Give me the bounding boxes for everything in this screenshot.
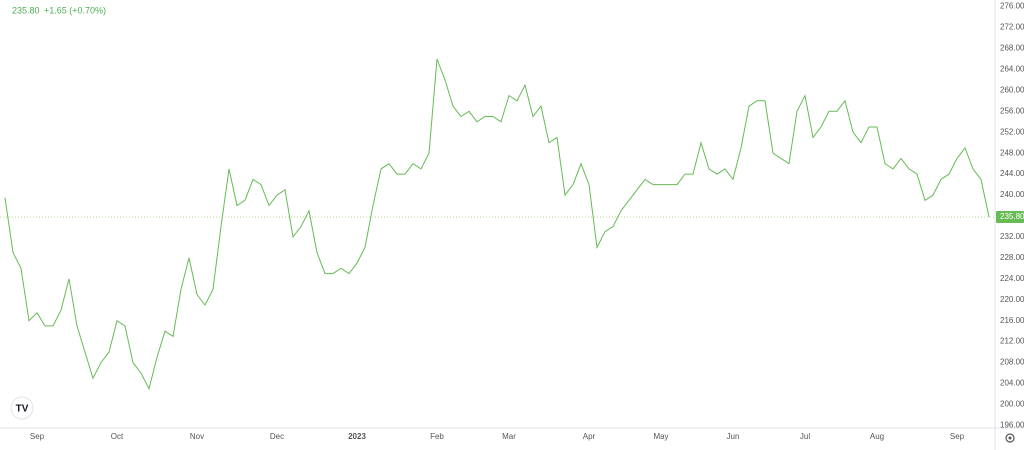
y-tick-label: 256.00 — [1000, 106, 1024, 115]
x-tick-label: Apr — [583, 432, 596, 441]
y-tick-label: 232.00 — [1000, 232, 1024, 241]
y-tick-label: 216.00 — [1000, 316, 1024, 325]
y-tick-label: 240.00 — [1000, 190, 1024, 199]
y-tick-label: 244.00 — [1000, 169, 1024, 178]
header-change: +1.65 (+0.70%) — [44, 5, 106, 15]
x-tick-label: Oct — [111, 432, 124, 441]
x-tick-label: Jul — [800, 432, 810, 441]
y-tick-label: 248.00 — [1000, 148, 1024, 157]
y-tick-label: 212.00 — [1000, 337, 1024, 346]
x-tick-label: Nov — [190, 432, 204, 441]
y-tick-label: 196.00 — [1000, 420, 1024, 429]
y-tick-label: 268.00 — [1000, 44, 1024, 53]
y-tick-label: 276.00 — [1000, 2, 1024, 11]
y-tick-label: 252.00 — [1000, 127, 1024, 136]
y-tick-label: 224.00 — [1000, 274, 1024, 283]
x-tick-label: Sep — [30, 432, 45, 441]
logo: TV — [10, 396, 34, 420]
y-tick-label: 208.00 — [1000, 358, 1024, 367]
x-tick-label: 2023 — [348, 432, 366, 441]
x-tick-label: May — [653, 432, 668, 441]
x-tick-label: Sep — [950, 432, 965, 441]
settings-icon[interactable] — [1005, 433, 1015, 443]
y-tick-label: 264.00 — [1000, 65, 1024, 74]
x-tick-label: Mar — [502, 432, 516, 441]
y-tick-label: 228.00 — [1000, 253, 1024, 262]
last-price-badge — [996, 211, 1024, 224]
price-line — [4, 58, 990, 391]
y-tick-label: 200.00 — [1000, 400, 1024, 409]
y-tick-label: 260.00 — [1000, 85, 1024, 94]
x-tick-label: Jun — [727, 432, 740, 441]
header-price: 235.80 — [12, 5, 40, 15]
last-price-label: 235.80 — [1000, 212, 1024, 221]
x-tick-label: Feb — [430, 432, 444, 441]
x-tick-label: Dec — [270, 432, 284, 441]
y-tick-label: 272.00 — [1000, 23, 1024, 32]
y-tick-label: 204.00 — [1000, 379, 1024, 388]
svg-text:TV: TV — [16, 404, 29, 415]
y-tick-label: 220.00 — [1000, 295, 1024, 304]
x-tick-label: Aug — [870, 432, 884, 441]
